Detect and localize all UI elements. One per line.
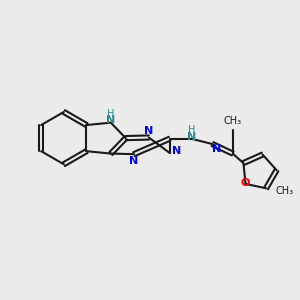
Text: N: N [144, 126, 154, 136]
Text: H: H [106, 109, 114, 119]
Text: CH₃: CH₃ [276, 186, 294, 196]
Text: N: N [129, 156, 139, 166]
Text: N: N [106, 115, 115, 125]
Text: N: N [212, 144, 222, 154]
Text: N: N [187, 132, 196, 142]
Text: N: N [172, 146, 181, 156]
Text: CH₃: CH₃ [224, 116, 242, 126]
Text: O: O [240, 178, 250, 188]
Text: H: H [188, 125, 195, 135]
